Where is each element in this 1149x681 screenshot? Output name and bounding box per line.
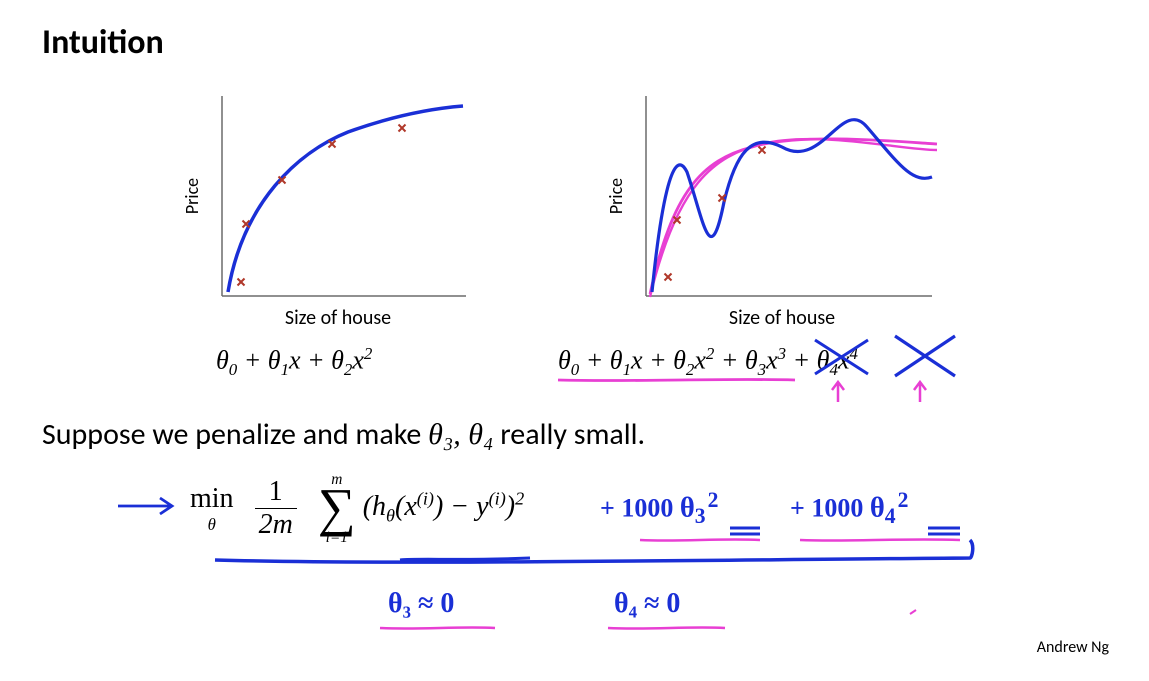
equation-left: θ0 + θ1x + θ2x2 (216, 344, 372, 380)
chart-left-ylabel: Price (181, 178, 203, 214)
sigma: m ∑ i=1 (318, 472, 356, 545)
penalty2-sub: 4 (885, 504, 896, 528)
sentence-prefix: Suppose we penalize and make (42, 416, 428, 453)
sentence-theta: θ₃, θ₄ (428, 418, 493, 451)
chart-right-ylabel: Price (605, 178, 627, 214)
chart-right-xlabel: Size of house (729, 306, 835, 330)
penalty2-sym: θ (870, 493, 885, 524)
penalty-theta3: + 1000 θ32 (600, 488, 718, 529)
annotation-overlay (0, 0, 1149, 681)
conclusion-theta3: θ₃ ≈ 0 (388, 588, 454, 620)
penalize-sentence: Suppose we penalize and make θ₃, θ₄ real… (42, 416, 645, 453)
frac-num: 1 (255, 476, 297, 509)
chart-left-xlabel: Size of house (285, 306, 391, 330)
penalty-theta4: + 1000 θ42 (790, 488, 908, 529)
penalty1-sym: θ (680, 493, 695, 524)
cost-body: (hθ(x(i)) − y(i))2 (363, 491, 524, 522)
slide-title: Intuition (42, 22, 164, 63)
penalty1-text: + 1000 (600, 494, 680, 523)
sentence-suffix: really small. (493, 416, 645, 453)
chart-right: Price Size of house (632, 92, 932, 300)
penalty1-sup: 2 (708, 488, 719, 512)
equation-right: θ0 + θ1x + θ2x2 + θ3x3 + θ4x4 (558, 344, 858, 380)
frac-den: 2m (259, 509, 293, 540)
min-sub: θ (190, 515, 234, 535)
chart-right-svg (632, 92, 942, 300)
min-label: min (190, 483, 234, 515)
conclusion-theta4: θ₄ ≈ 0 (614, 588, 680, 620)
chart-left: Price Size of house (208, 92, 468, 300)
chart-left-svg (208, 92, 468, 300)
penalty2-text: + 1000 (790, 494, 870, 523)
cost-equation: min θ 1 2m m ∑ i=1 (hθ(x(i)) − y(i))2 (190, 472, 524, 545)
fraction: 1 2m (255, 476, 297, 541)
slide: Intuition Price Size of house θ0 + θ1x +… (0, 0, 1149, 681)
penalty1-sub: 3 (695, 504, 706, 528)
author-name: Andrew Ng (1037, 638, 1109, 657)
penalty2-sup: 2 (898, 488, 909, 512)
